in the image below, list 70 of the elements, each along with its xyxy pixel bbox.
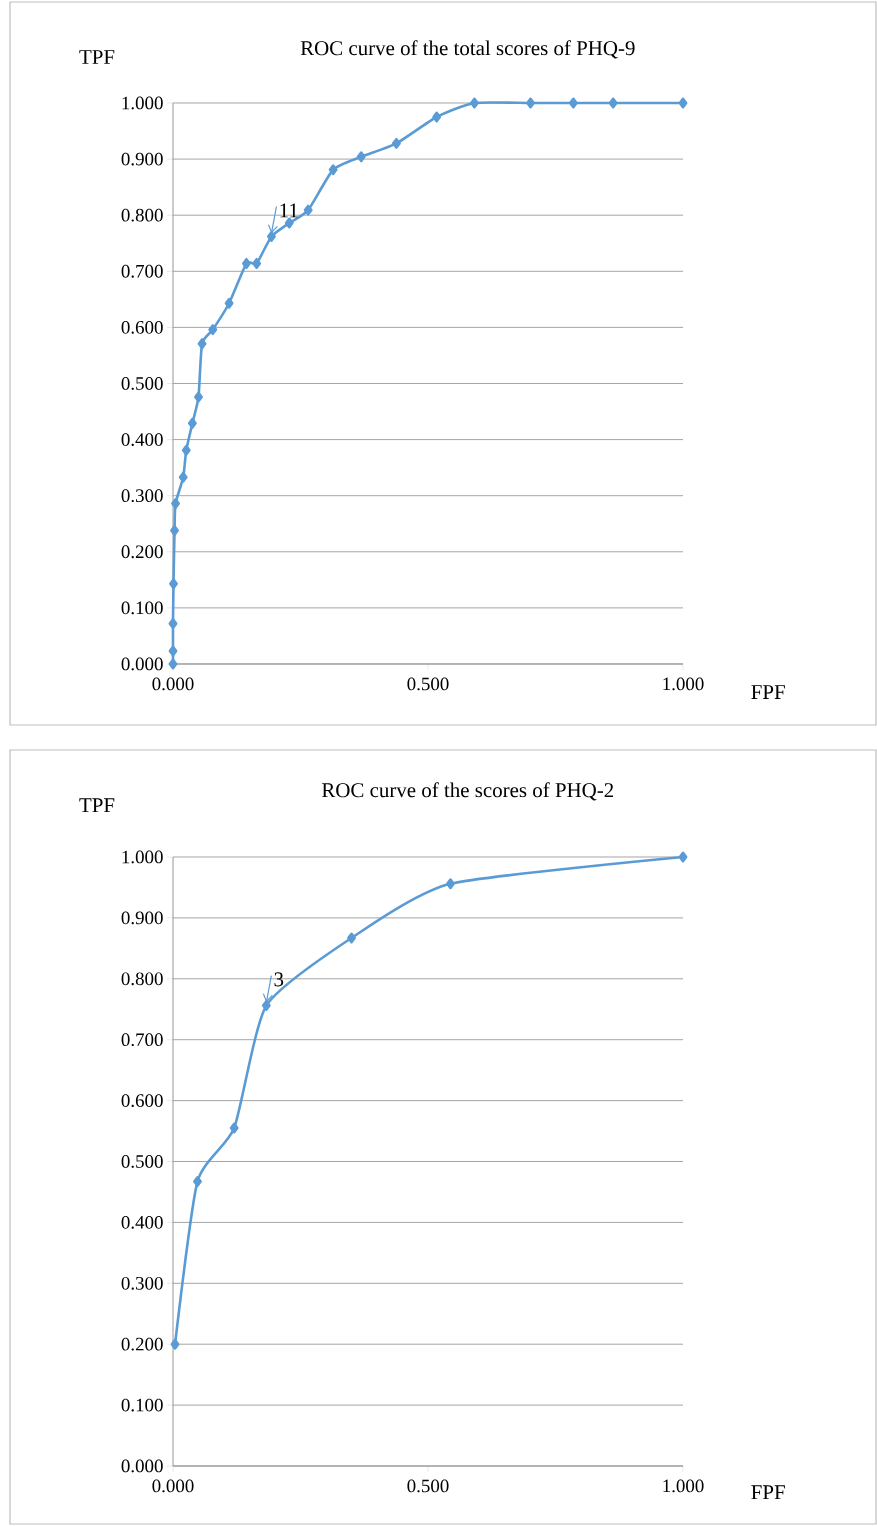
- y-tick-label: 0.000: [121, 657, 163, 671]
- y-tick-label: 0.300: [121, 1276, 163, 1290]
- annotation: 3: [274, 972, 284, 987]
- point: [170, 1338, 180, 1350]
- point: [526, 97, 535, 109]
- y-tick-label: 0.700: [121, 264, 163, 278]
- y-tick-label: 0.900: [121, 911, 163, 925]
- point: [169, 578, 178, 590]
- point: [168, 658, 178, 670]
- y-tick-label: 0.100: [121, 1398, 163, 1412]
- point: [252, 257, 262, 269]
- point: [356, 151, 366, 163]
- chart-title: ROC curve of the scores of PHQ-2: [321, 782, 614, 801]
- y-axis-title: TPF: [79, 798, 115, 813]
- y-tick-label: 0.200: [121, 1337, 163, 1351]
- point: [347, 932, 356, 944]
- point: [229, 1122, 239, 1134]
- point: [168, 645, 178, 657]
- x-tick-label: 1.000: [663, 677, 704, 691]
- y-axis-title: TPF: [79, 50, 115, 64]
- point: [328, 164, 338, 176]
- x-axis-title: FPF: [751, 685, 785, 699]
- y-tick-label: 0.200: [121, 545, 163, 559]
- point: [181, 444, 191, 456]
- x-axis-title: FPF: [751, 1485, 785, 1500]
- point: [678, 97, 688, 109]
- point: [608, 97, 618, 109]
- x-tick-label: 0.000: [152, 677, 194, 691]
- x-tick-label: 0.500: [407, 1479, 449, 1493]
- point: [197, 338, 207, 350]
- x-tick-label: 0.000: [152, 1479, 194, 1493]
- point: [171, 498, 180, 510]
- point: [432, 111, 442, 123]
- point: [303, 204, 313, 216]
- y-tick-label: 0.700: [121, 1033, 163, 1047]
- y-tick-label: 0.500: [121, 1155, 163, 1168]
- point: [168, 618, 178, 630]
- point: [445, 878, 455, 890]
- point: [266, 231, 276, 242]
- y-tick-label: 0.100: [121, 601, 163, 615]
- point: [391, 137, 401, 149]
- annotation: 11: [280, 203, 298, 218]
- point: [678, 851, 688, 863]
- y-tick-label: 0.800: [121, 208, 163, 222]
- point: [178, 471, 188, 483]
- point: [224, 297, 234, 309]
- point: [193, 1176, 202, 1188]
- y-tick-label: 0.500: [121, 377, 163, 390]
- point: [469, 97, 479, 109]
- point: [208, 324, 218, 336]
- y-tick-label: 0.300: [121, 489, 163, 503]
- y-tick-label: 0.600: [121, 320, 163, 334]
- x-tick-label: 1.000: [663, 1479, 704, 1493]
- point: [568, 97, 578, 109]
- y-tick-label: 1.000: [122, 96, 163, 110]
- point: [284, 217, 294, 229]
- x-tick-label: 0.500: [407, 677, 449, 691]
- y-tick-label: 0.400: [121, 1215, 163, 1229]
- point: [241, 257, 251, 269]
- point: [170, 524, 179, 536]
- chart-title: ROC curve of the total scores of PHQ-9: [300, 40, 635, 59]
- point: [187, 417, 197, 429]
- y-tick-label: 0.600: [121, 1094, 163, 1108]
- y-tick-label: 0.000: [121, 1459, 163, 1473]
- y-tick-label: 0.800: [121, 972, 163, 986]
- y-tick-label: 1.000: [122, 850, 163, 864]
- point: [194, 391, 203, 403]
- point: [261, 1000, 271, 1012]
- y-tick-label: 0.400: [121, 433, 163, 447]
- y-tick-label: 0.900: [121, 152, 163, 166]
